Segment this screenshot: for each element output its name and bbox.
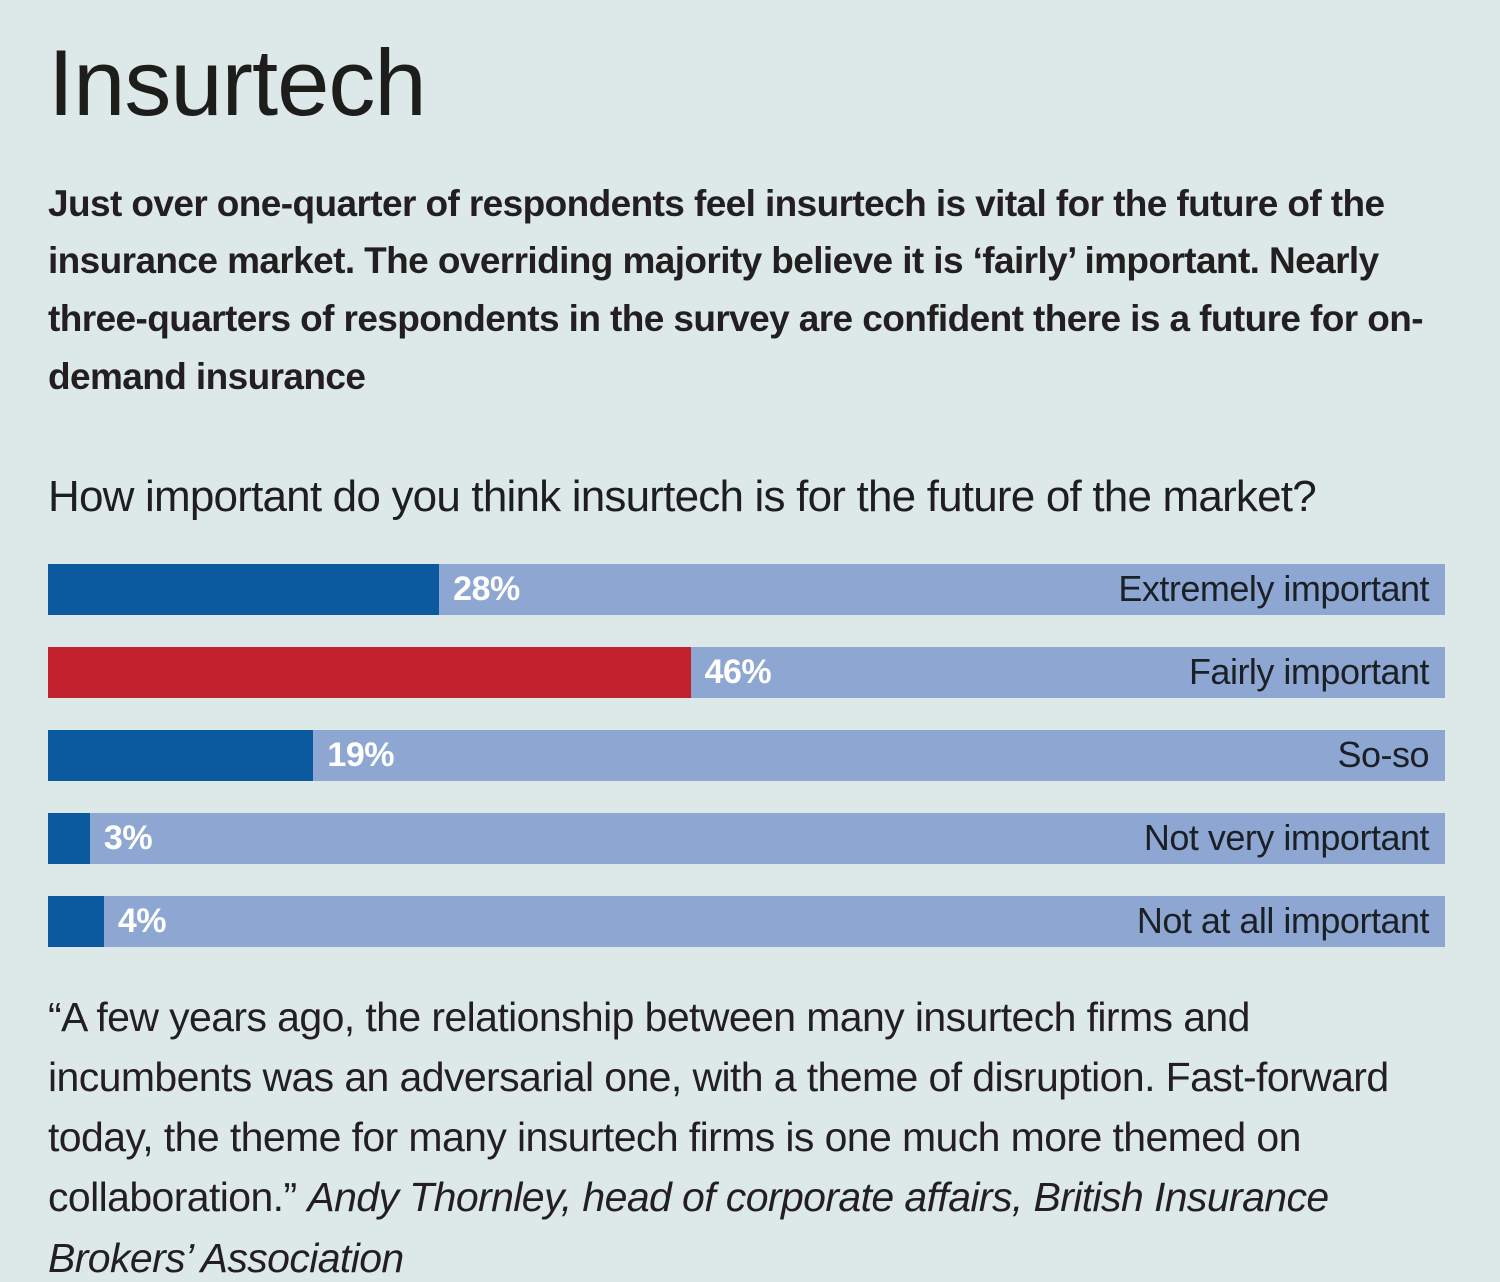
bar-category-label: Extremely important (1118, 568, 1429, 610)
bar-row-so-so: 19% So-so (48, 729, 1445, 781)
chart-question-title: How important do you think insurtech is … (48, 471, 1317, 521)
bar-row-extremely-important: 28% Extremely important (48, 563, 1445, 615)
bar-row-fairly-important: 46% Fairly important (48, 646, 1445, 698)
bar-category-label: Not at all important (1136, 900, 1430, 942)
bar-value-label: 3% (103, 818, 153, 857)
bar-value-label: 4% (117, 901, 167, 940)
bar-fill (48, 563, 440, 615)
bar-fill (48, 646, 691, 698)
bar-row-not-very-important: 3% Not very important (48, 812, 1445, 864)
bar-fill (48, 812, 90, 864)
bar-value-label: 28% (453, 569, 520, 608)
bar-value-label: 19% (327, 735, 394, 774)
bar-category-label: Fairly important (1188, 651, 1430, 693)
bar-chart: 28% Extremely important 46% Fairly impor… (48, 563, 1445, 947)
quote-attribution: Andy Thornley, head of corporate affairs… (48, 1174, 1329, 1281)
page-title: Insurtech (48, 30, 427, 135)
bar-value-label: 46% (704, 652, 772, 691)
bar-category-label: Not very important (1143, 817, 1430, 859)
quote-text: “A few years ago, the relationship betwe… (48, 993, 1389, 1221)
bar-category-label: So-so (1337, 734, 1429, 776)
bar-fill (48, 895, 104, 947)
bar-fill (48, 729, 314, 781)
intro-paragraph: Just over one-quarter of respondents fee… (48, 182, 1424, 397)
bar-row-not-at-all-important: 4% Not at all important (48, 895, 1445, 947)
quote-paragraph: “A few years ago, the relationship betwe… (48, 987, 1445, 1282)
